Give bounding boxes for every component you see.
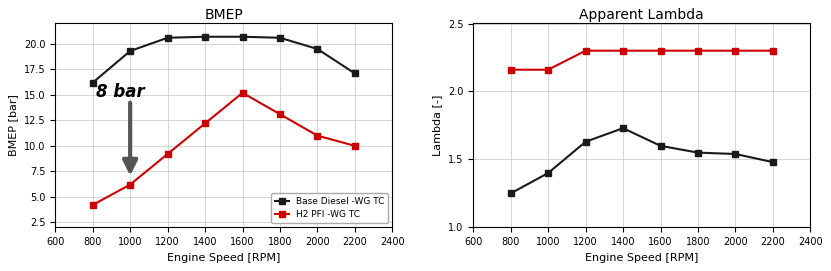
Title: BMEP: BMEP [204,8,243,22]
X-axis label: Engine Speed [RPM]: Engine Speed [RPM] [585,253,699,263]
Text: 8 bar: 8 bar [96,83,145,101]
Y-axis label: Lambda [-]: Lambda [-] [432,95,442,156]
Legend: Base Diesel -WG TC, H2 PFI -WG TC: Base Diesel -WG TC, H2 PFI -WG TC [272,193,388,223]
X-axis label: Engine Speed [RPM]: Engine Speed [RPM] [167,253,281,263]
Y-axis label: BMEP [bar]: BMEP [bar] [8,95,18,156]
Title: Apparent Lambda: Apparent Lambda [579,8,704,22]
